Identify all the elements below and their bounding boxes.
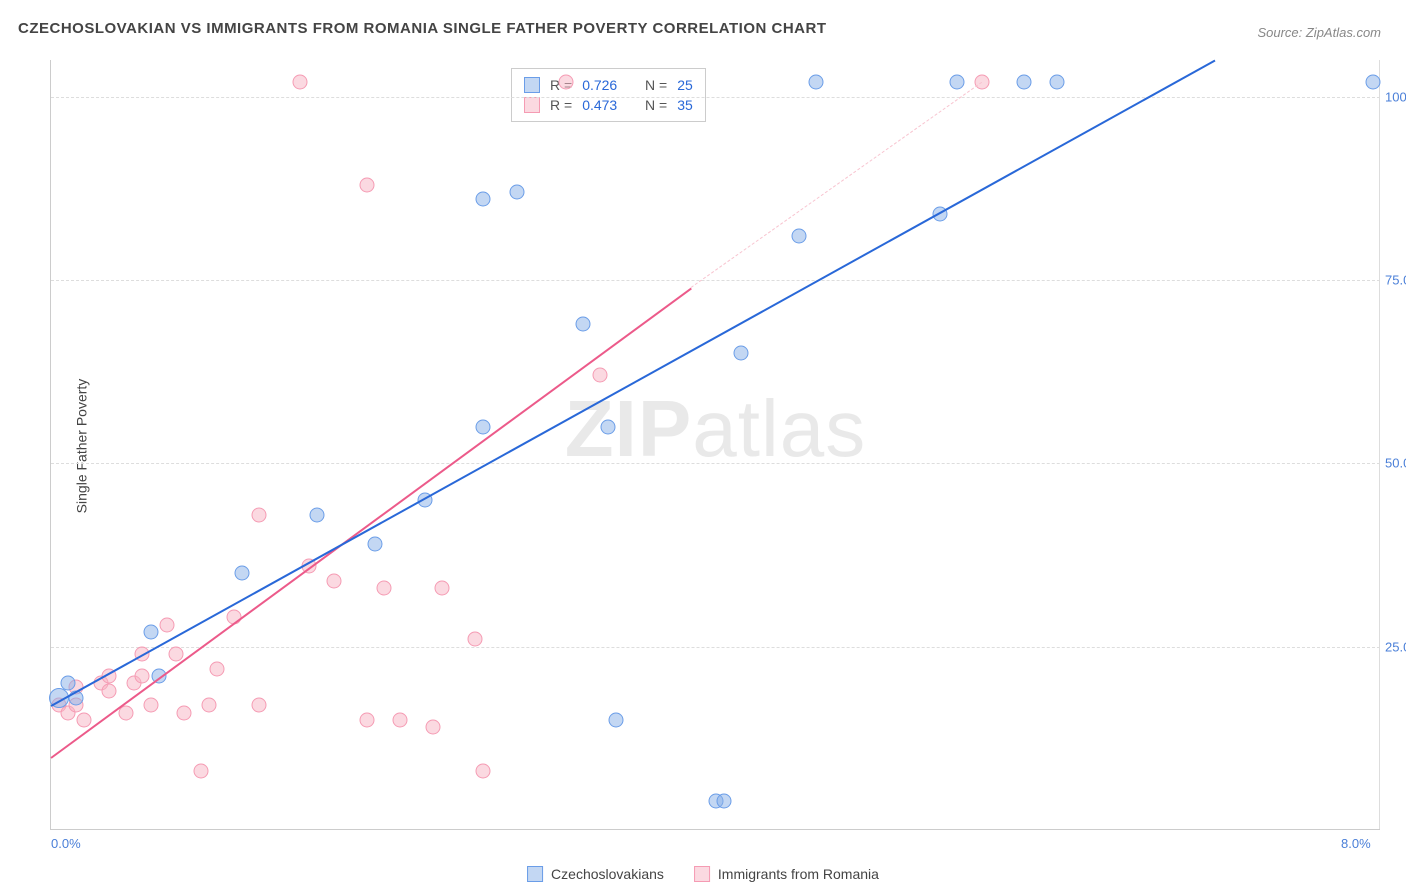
scatter-point [609,713,624,728]
scatter-point [376,581,391,596]
trend-line [51,60,1216,707]
scatter-point [808,75,823,90]
legend-swatch-blue [527,866,543,882]
scatter-point [559,75,574,90]
scatter-point [60,676,75,691]
scatter-point [293,75,308,90]
scatter-point [1049,75,1064,90]
scatter-point [509,185,524,200]
chart-title: CZECHOSLOVAKIAN VS IMMIGRANTS FROM ROMAN… [18,20,827,37]
scatter-point [359,177,374,192]
gridline [51,463,1380,464]
scatter-point [368,537,383,552]
scatter-point [135,669,150,684]
legend: Czechoslovakians Immigrants from Romania [527,866,879,882]
scatter-point [576,317,591,332]
scatter-point [102,683,117,698]
scatter-point [193,764,208,779]
r-value-blue: 0.726 [582,77,617,93]
scatter-point [600,419,615,434]
scatter-point [426,720,441,735]
stats-row-blue: R = 0.726 N = 25 [524,75,693,95]
scatter-point [143,625,158,640]
source-label: Source: ZipAtlas.com [1257,25,1381,40]
x-tick-label: 8.0% [1341,836,1371,851]
scatter-point [950,75,965,90]
scatter-point [310,507,325,522]
legend-swatch-pink [694,866,710,882]
gridline [51,97,1380,98]
stats-box: R = 0.726 N = 25 R = 0.473 N = 35 [511,68,706,122]
y-tick-label: 25.0% [1385,639,1406,654]
right-border [1379,60,1380,829]
x-tick-label: 0.0% [51,836,81,851]
scatter-point [733,346,748,361]
r-label: R = [550,97,572,113]
scatter-point [434,581,449,596]
scatter-point [1016,75,1031,90]
scatter-point [717,793,732,808]
scatter-point [467,632,482,647]
y-tick-label: 100.0% [1385,89,1406,104]
trend-line [691,82,983,288]
scatter-point [476,764,491,779]
legend-label-blue: Czechoslovakians [551,866,664,882]
scatter-point [235,566,250,581]
gridline [51,647,1380,648]
n-label: N = [645,97,667,113]
stats-row-pink: R = 0.473 N = 35 [524,95,693,115]
scatter-point [160,617,175,632]
r-value-pink: 0.473 [582,97,617,113]
n-value-pink: 35 [677,97,693,113]
scatter-point [359,713,374,728]
legend-item-pink: Immigrants from Romania [694,866,879,882]
scatter-chart: ZIPatlas R = 0.726 N = 25 R = 0.473 N = … [50,60,1380,830]
scatter-point [476,419,491,434]
legend-label-pink: Immigrants from Romania [718,866,879,882]
watermark-zip: ZIP [565,384,692,473]
n-label: N = [645,77,667,93]
scatter-point [476,192,491,207]
scatter-point [210,661,225,676]
scatter-point [201,698,216,713]
watermark-atlas: atlas [692,384,866,473]
y-tick-label: 75.0% [1385,273,1406,288]
scatter-point [792,229,807,244]
swatch-blue [524,77,540,93]
scatter-point [251,507,266,522]
gridline [51,280,1380,281]
scatter-point [592,368,607,383]
swatch-pink [524,97,540,113]
scatter-point [177,705,192,720]
y-tick-label: 50.0% [1385,456,1406,471]
scatter-point [326,573,341,588]
scatter-point [251,698,266,713]
scatter-point [77,713,92,728]
scatter-point [143,698,158,713]
scatter-point [393,713,408,728]
scatter-point [1365,75,1380,90]
scatter-point [168,647,183,662]
n-value-blue: 25 [677,77,693,93]
legend-item-blue: Czechoslovakians [527,866,664,882]
trend-line [50,288,691,759]
